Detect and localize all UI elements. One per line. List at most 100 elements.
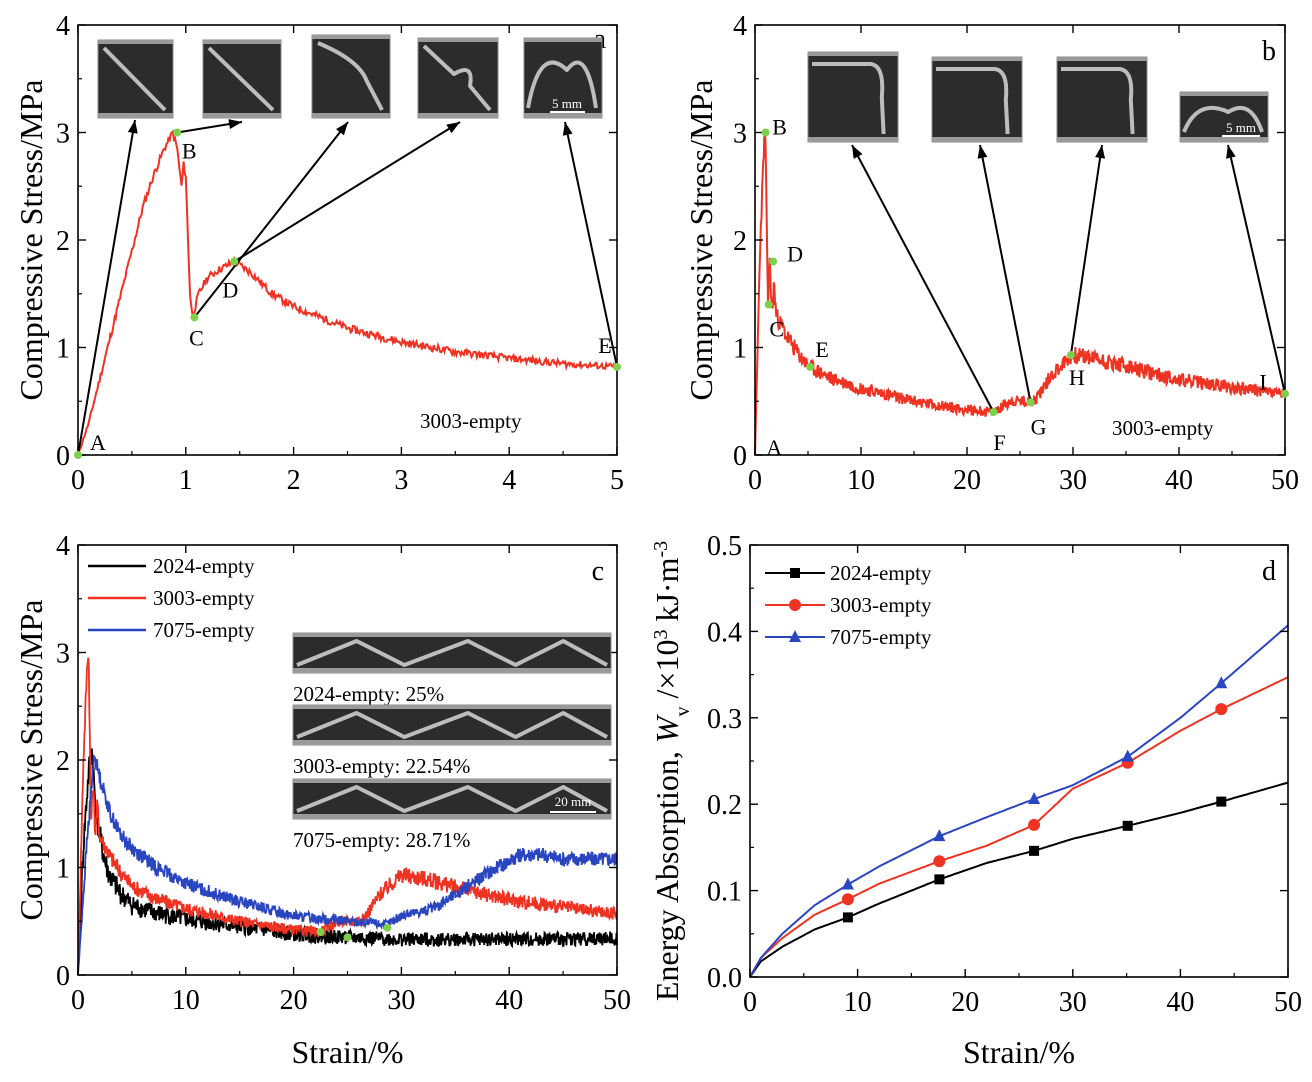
legend-label: 3003-empty — [153, 586, 255, 610]
y-tick-label: 1 — [733, 334, 747, 365]
key-point-label: H — [1069, 365, 1085, 390]
photo-face-sheet-bottom — [1057, 137, 1147, 142]
key-point-label: D — [222, 278, 238, 303]
inset-caption: 3003-empty: 22.54% — [293, 754, 470, 778]
x-tick-label: 40 — [1166, 987, 1194, 1018]
photo-face-sheet-bottom — [203, 113, 281, 118]
key-point-marker — [343, 933, 352, 942]
photo-face-sheet-bottom — [98, 113, 173, 118]
x-tick-label: 30 — [1059, 987, 1087, 1018]
key-point-label: A — [766, 435, 782, 460]
inset-caption: 2024-empty: 25% — [293, 682, 444, 706]
photo-face-sheet-top — [418, 38, 498, 42]
x-axis-label: Strain/% — [292, 1034, 404, 1070]
key-point-label: B — [772, 115, 787, 140]
y-axis-label-part: Energy Absorption, — [649, 743, 685, 1001]
data-point-2024 — [842, 912, 853, 923]
x-axis-label: Strain/% — [963, 1034, 1075, 1070]
series-line-7075 — [749, 624, 1289, 978]
panel-label-d: d — [1262, 556, 1276, 587]
x-tick-label: 10 — [844, 987, 872, 1018]
data-point-7075 — [841, 877, 854, 890]
photo-face-sheet-top — [293, 705, 611, 709]
photo-core-wall — [812, 62, 886, 135]
y-axis-label-part: -3 — [650, 541, 672, 558]
photo-background — [292, 704, 612, 746]
pointer-arrow-line — [564, 121, 618, 368]
photo-core-wall — [207, 46, 275, 112]
x-tick-label: 40 — [495, 985, 523, 1016]
x-tick-label: 20 — [953, 465, 981, 496]
x-tick-label: 30 — [387, 985, 415, 1016]
y-tick-label: 4 — [56, 531, 70, 562]
y-tick-label: 0.0 — [707, 963, 742, 994]
inset-photo — [417, 37, 499, 119]
pointer-arrow-line — [979, 144, 1032, 403]
inset-photo — [292, 632, 612, 674]
key-point-label: D — [787, 242, 803, 267]
legend-marker — [789, 630, 801, 642]
x-tick-label: 1 — [179, 465, 193, 496]
photo-core-wall — [1061, 67, 1135, 135]
pointer-arrow-line — [1069, 144, 1103, 356]
data-point-3003 — [841, 893, 854, 906]
photo-face-sheet-top — [293, 633, 611, 637]
y-axis-label-part: 3 — [650, 630, 672, 640]
key-point-label: B — [182, 139, 197, 164]
x-tick-label: 2 — [287, 465, 301, 496]
pointer-arrow-line — [193, 121, 349, 319]
pointer-arrow-head — [852, 145, 863, 159]
y-axis-label-part: W — [649, 713, 685, 743]
photo-background — [292, 632, 612, 674]
photo-face-sheet-top — [524, 38, 602, 42]
series-annotation: 3003-empty — [1112, 416, 1214, 440]
scale-bar-label: 20 mm — [555, 794, 591, 809]
series-line-3003 — [749, 676, 1289, 978]
data-point-2024 — [1029, 845, 1040, 856]
photo-face-sheet-top — [98, 40, 173, 44]
key-point-marker — [316, 928, 325, 936]
key-point-marker — [764, 300, 773, 309]
pointer-arrow-head — [446, 122, 460, 134]
legend-label: 7075-empty — [830, 625, 932, 649]
photo-core-wall — [296, 785, 608, 813]
x-tick-label: 20 — [951, 987, 979, 1018]
x-tick-label: 0 — [71, 465, 85, 496]
key-point-marker — [769, 257, 778, 266]
photo-face-sheet-bottom — [293, 668, 611, 673]
pointer-arrow-head — [127, 120, 138, 134]
y-axis-label: Compressive Stress/MPa — [13, 80, 49, 401]
data-point-2024 — [1216, 796, 1227, 807]
photo-core-wall — [296, 711, 608, 739]
y-tick-label: 0.4 — [707, 617, 742, 648]
inset-caption: 7075-empty: 28.71% — [293, 828, 470, 852]
inset-photo — [523, 37, 603, 119]
inset-photo — [1179, 91, 1269, 143]
photo-face-sheet-bottom — [418, 113, 498, 118]
y-tick-label: 3 — [56, 119, 70, 150]
y-axis-label: Energy Absorption, Wv /×103 kJ·m-3 — [649, 541, 694, 1001]
photo-core-wall — [102, 46, 167, 112]
photo-face-sheet-top — [1057, 57, 1147, 61]
panel-c: 0 10 20 30 40 50 0 1 2 3 4 Compressive Stress/MPa St… — [13, 531, 631, 1070]
y-tick-label: 1 — [56, 334, 70, 365]
pointer-arrow-head — [1095, 145, 1106, 159]
photo-face-sheet-top — [312, 35, 390, 39]
scale-bar-label: 5 mm — [1226, 120, 1256, 135]
pointer-arrow-head — [1226, 145, 1236, 159]
y-tick-label: 0.3 — [707, 704, 742, 735]
x-tick-label: 4 — [502, 465, 516, 496]
key-point-marker — [1066, 351, 1075, 360]
panel-label-c: c — [592, 556, 604, 587]
inset-photo — [97, 39, 174, 119]
photo-face-sheet-top — [203, 40, 281, 44]
pointer-arrow-head — [977, 145, 988, 159]
photo-core-wall — [296, 639, 608, 667]
x-tick-label: 0 — [743, 987, 757, 1018]
y-tick-label: 3 — [56, 639, 70, 670]
x-tick-label: 30 — [1059, 465, 1087, 496]
pointer-arrow-line — [851, 144, 995, 413]
y-tick-label: 0.2 — [707, 790, 742, 821]
series-line-3003 — [77, 129, 618, 455]
